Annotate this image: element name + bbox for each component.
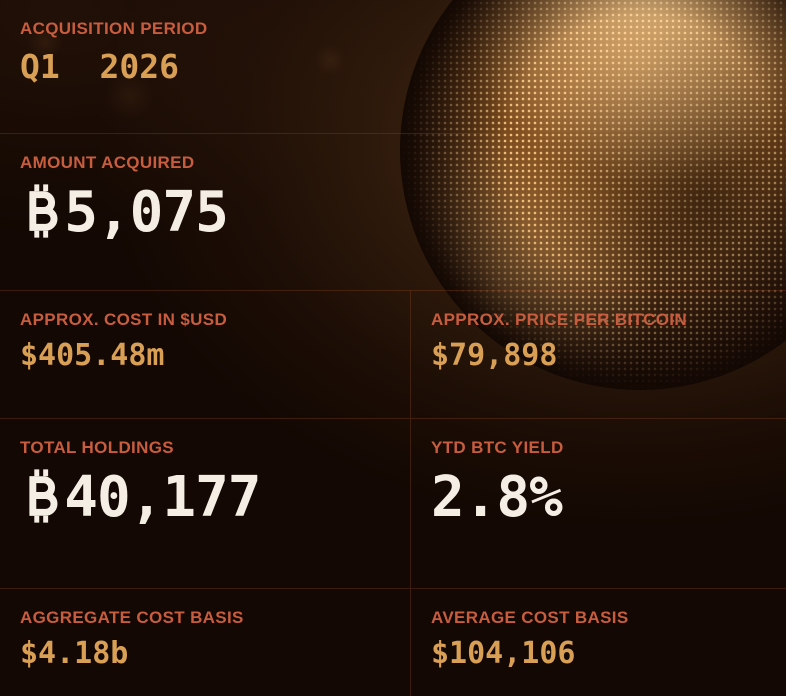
stat-value: $104,106: [431, 636, 576, 672]
stat-label: ACQUISITION PERIOD: [20, 19, 208, 38]
stat-label: AMOUNT ACQUIRED: [20, 153, 195, 172]
stat-amount-acquired: AMOUNT ACQUIRED 5,075: [0, 133, 786, 290]
stat-ytd-btc-yield: YTD BTC YIELD 2.8%: [410, 418, 786, 588]
stat-cost-usd: APPROX. COST IN $USD $405.48m: [0, 290, 410, 418]
stat-number: 5,075: [64, 180, 229, 246]
bitcoin-symbol-icon: [29, 469, 58, 523]
stat-average-cost-basis: AVERAGE COST BASIS $104,106: [410, 588, 786, 696]
stat-acquisition-period: ACQUISITION PERIOD Q1 2026: [0, 0, 786, 133]
stat-number: 40,177: [64, 465, 261, 531]
stat-label: AGGREGATE COST BASIS: [20, 608, 244, 627]
stat-label: APPROX. COST IN $USD: [20, 310, 228, 329]
stat-label: TOTAL HOLDINGS: [20, 438, 174, 457]
stat-value: 5,075: [20, 182, 766, 244]
stat-value: $79,898: [431, 338, 558, 374]
stat-label: AVERAGE COST BASIS: [431, 608, 629, 627]
stat-label: YTD BTC YIELD: [431, 438, 564, 457]
stat-value: 2.8%: [431, 465, 563, 531]
stat-price-per-bitcoin: APPROX. PRICE PER BITCOIN $79,898: [410, 290, 786, 418]
stat-value: Q1 2026: [20, 47, 179, 87]
stat-total-holdings: TOTAL HOLDINGS 40,177: [0, 418, 410, 588]
stat-value: $405.48m: [20, 338, 165, 374]
bitcoin-symbol-icon: [29, 184, 58, 238]
stat-value: 40,177: [20, 467, 390, 529]
stat-label: APPROX. PRICE PER BITCOIN: [431, 310, 687, 329]
stat-aggregate-cost-basis: AGGREGATE COST BASIS $4.18b: [0, 588, 410, 696]
stat-value: $4.18b: [20, 636, 129, 672]
